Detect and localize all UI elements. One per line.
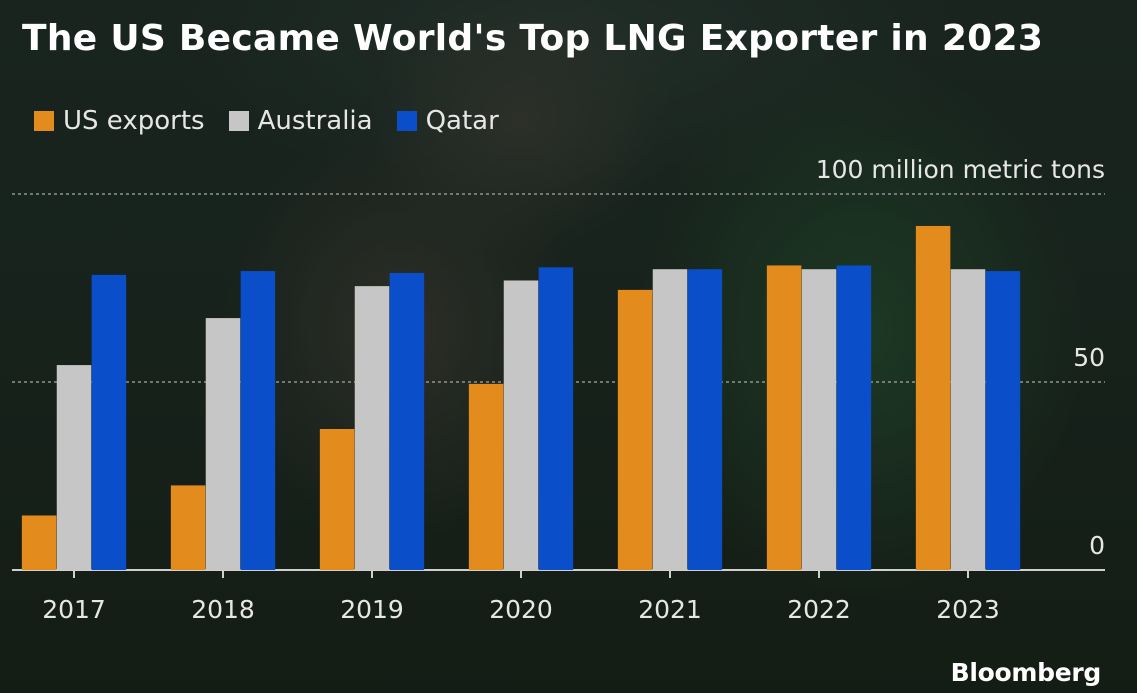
y-tick-label: 0 bbox=[1089, 531, 1105, 560]
legend-label: US exports bbox=[63, 106, 205, 136]
legend-item: US exports bbox=[34, 106, 205, 136]
x-tick-label: 2021 bbox=[638, 595, 702, 624]
bar-qatar-2018 bbox=[240, 271, 276, 570]
bar-qatar-2023 bbox=[985, 271, 1021, 570]
legend: US exports Australia Qatar bbox=[34, 106, 523, 136]
bar-us-exports-2021 bbox=[617, 289, 653, 570]
bloomberg-logo: Bloomberg bbox=[950, 658, 1102, 687]
bar-us-exports-2023 bbox=[915, 225, 951, 570]
bar-australia-2023 bbox=[950, 269, 986, 570]
x-tick-label: 2022 bbox=[787, 595, 851, 624]
legend-item: Australia bbox=[228, 106, 373, 136]
bar-us-exports-2022 bbox=[766, 265, 802, 570]
y-tick-label: 50 bbox=[1073, 343, 1105, 372]
legend-label: Qatar bbox=[425, 106, 499, 136]
legend-swatch bbox=[228, 111, 249, 131]
legend-item: Qatar bbox=[396, 106, 499, 136]
x-tick-label: 2023 bbox=[936, 595, 1000, 624]
legend-swatch bbox=[396, 111, 417, 131]
bar-australia-2020 bbox=[503, 280, 539, 570]
bar-qatar-2022 bbox=[836, 265, 872, 570]
bar-us-exports-2019 bbox=[319, 429, 355, 570]
bar-us-exports-2020 bbox=[468, 383, 504, 570]
bar-qatar-2019 bbox=[389, 272, 425, 570]
bar-australia-2021 bbox=[652, 269, 688, 570]
y-tick-label: 100 million metric tons bbox=[816, 155, 1105, 184]
x-tick-label: 2018 bbox=[191, 595, 255, 624]
bar-australia-2019 bbox=[354, 286, 390, 570]
legend-swatch bbox=[34, 111, 54, 131]
bar-australia-2018 bbox=[205, 318, 241, 570]
bar-us-exports-2017 bbox=[21, 515, 57, 570]
bar-qatar-2020 bbox=[538, 267, 574, 570]
x-tick-label: 2019 bbox=[340, 595, 404, 624]
x-tick-label: 2020 bbox=[489, 595, 553, 624]
x-tick-label: 2017 bbox=[42, 595, 106, 624]
bar-qatar-2017 bbox=[91, 274, 127, 570]
legend-label: Australia bbox=[257, 106, 373, 136]
chart-title: The US Became World's Top LNG Exporter i… bbox=[22, 18, 1044, 59]
bar-qatar-2021 bbox=[687, 269, 723, 570]
bar-australia-2022 bbox=[801, 269, 837, 570]
bar-us-exports-2018 bbox=[170, 485, 206, 570]
bar-australia-2017 bbox=[56, 365, 92, 570]
